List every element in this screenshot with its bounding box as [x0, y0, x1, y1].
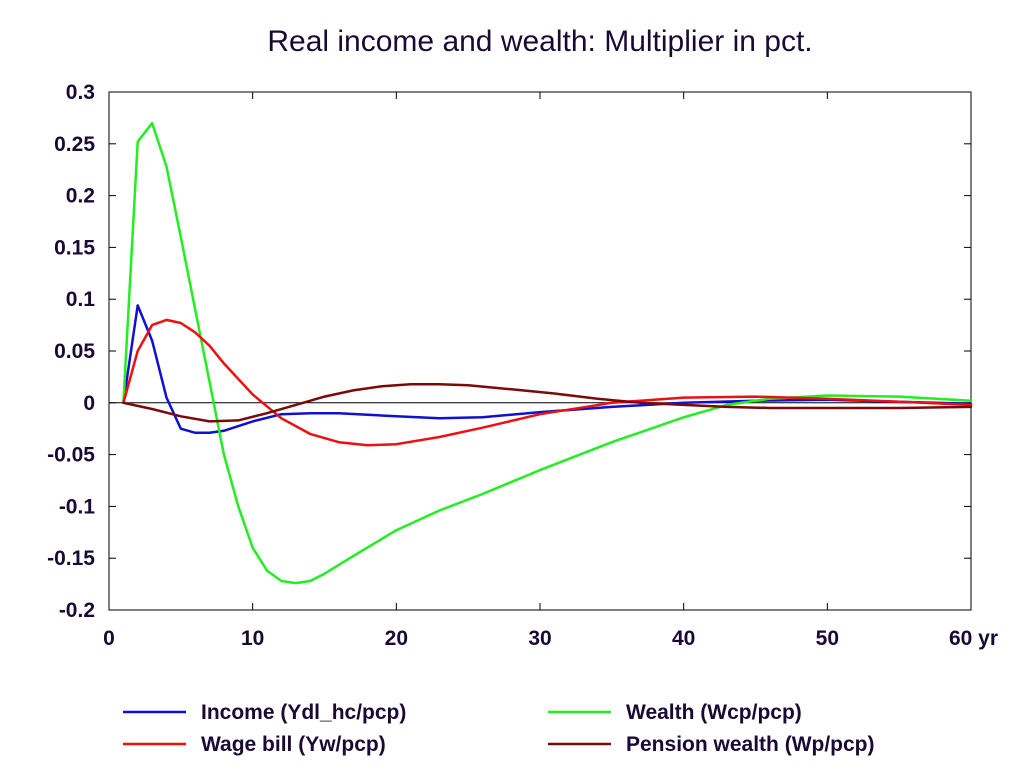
- x-tick-label: 20: [385, 627, 408, 650]
- x-tick-label: 60 yr: [949, 627, 998, 650]
- series-layer: [122, 121, 973, 585]
- x-tick-label: 50: [816, 627, 839, 650]
- series-line-0: [122, 304, 973, 435]
- y-tick-label: -0.2: [59, 599, 95, 622]
- y-tick-label: 0: [83, 392, 95, 415]
- series-line-3: [122, 382, 973, 423]
- chart-title: Real income and wealth: Multiplier in pc…: [267, 25, 812, 58]
- legend-label: Wealth (Wcp/pcp): [626, 701, 802, 724]
- y-tick-label: 0.2: [66, 185, 95, 208]
- y-tick-label: -0.15: [47, 547, 95, 570]
- legend-label: Wage bill (Yw/pcp): [201, 733, 386, 756]
- y-tick-label: 0.25: [54, 133, 95, 156]
- x-tick-label: 40: [672, 627, 695, 650]
- y-tick-label: 0.1: [66, 288, 96, 311]
- ticks-layer: 0.3 0.25 0.2 0.15 0.1 0.05 0 -0.05 -0.1 -0.15 -0.2…: [47, 81, 998, 650]
- series-line-2: [122, 318, 973, 447]
- legend-label: Pension wealth (Wp/pcp): [626, 733, 875, 756]
- y-tick-label: 0.15: [54, 236, 95, 259]
- legend: Income (Ydl_hc/pcp) Wealth (Wcp/pcp) Wage …: [123, 701, 875, 756]
- y-tick-label: -0.05: [47, 444, 95, 467]
- series-line-1: [122, 121, 973, 585]
- plot-frame: [108, 91, 972, 611]
- y-tick-label: -0.1: [59, 495, 96, 518]
- y-tick-label: 0.3: [66, 81, 95, 104]
- legend-label: Income (Ydl_hc/pcp): [201, 701, 406, 724]
- y-tick-label: 0.05: [54, 340, 95, 363]
- x-tick-label: 10: [241, 627, 264, 650]
- x-tick-label: 30: [528, 627, 551, 650]
- x-tick-label: 0: [103, 627, 115, 650]
